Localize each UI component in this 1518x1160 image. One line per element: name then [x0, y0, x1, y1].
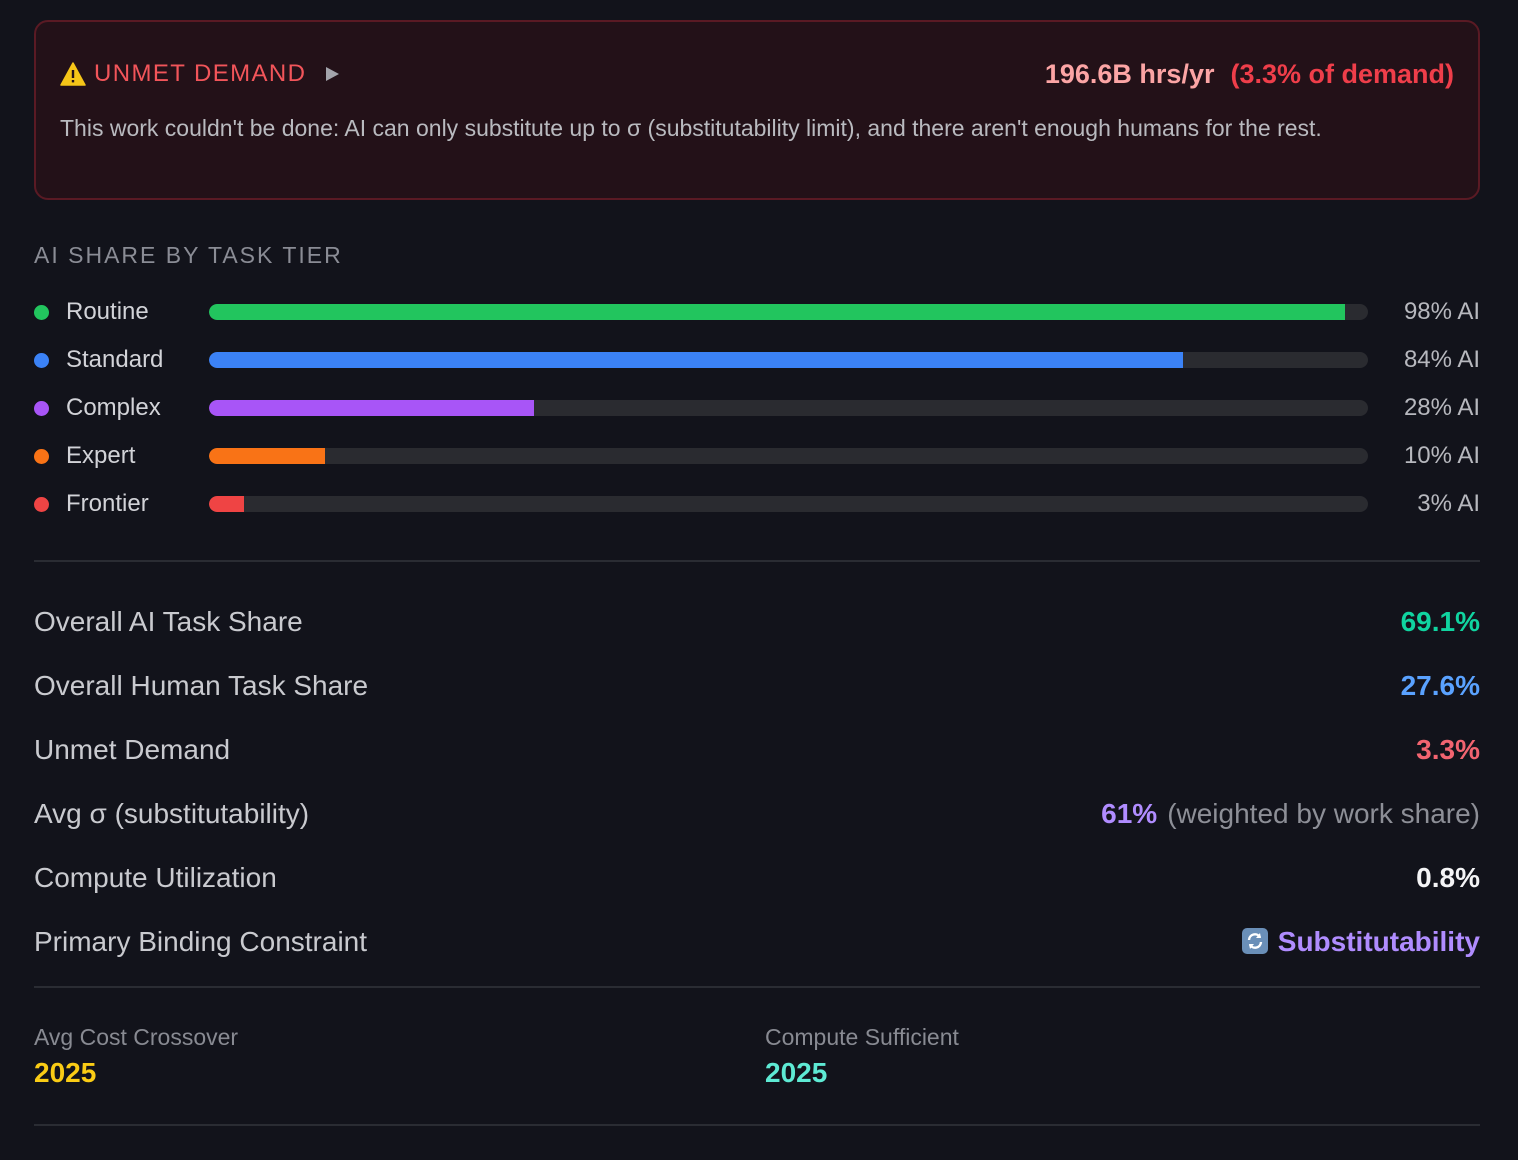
tier-dot [34, 352, 49, 368]
unmet-hours: 196.6B hrs/yr [1044, 58, 1215, 89]
tier-dot [34, 496, 49, 512]
stat-ai-task-share: Overall AI Task Share 69.1% [34, 602, 1480, 642]
stat-value-group: Substitutability [1241, 926, 1480, 958]
tier-bar-track [209, 448, 1368, 464]
divider [34, 560, 1480, 562]
unmet-demand-summary: 196.6B hrs/yr (3.3% of demand) [1045, 58, 1454, 90]
tier-percent: 28% AI [1403, 394, 1480, 421]
stat-compute-utilization: Compute Utilization 0.8% [34, 858, 1480, 898]
tier-row-routine: Routine 98% AI [34, 296, 1480, 328]
tier-row-frontier: Frontier 3% AI [34, 488, 1480, 520]
stat-label: Overall Human Task Share [34, 670, 369, 701]
unmet-demand-alert: UNMET DEMAND 196.6B hrs/yr (3.3% of dema… [34, 20, 1480, 200]
tier-percent: 84% AI [1403, 346, 1480, 373]
stat-unmet-demand: Unmet Demand 3.3% [34, 730, 1480, 770]
divider [34, 986, 1480, 988]
tier-row-standard: Standard 84% AI [34, 344, 1480, 376]
divider [34, 1124, 1480, 1126]
tier-row-expert: Expert 10% AI [34, 440, 1480, 472]
stat-label: Unmet Demand [34, 734, 231, 765]
tier-bar-fill [209, 448, 325, 464]
refresh-icon [1241, 928, 1268, 954]
stat-value: 3.3% [1416, 734, 1480, 765]
stat-label: Overall AI Task Share [34, 606, 303, 637]
tier-bar-fill [209, 304, 1345, 320]
section-title-ai-share: AI SHARE BY TASK TIER [34, 242, 343, 268]
tier-bar-track [209, 352, 1368, 368]
tier-bar-fill [209, 496, 244, 512]
tier-dot [34, 400, 49, 416]
stat-value: 69.1% [1400, 606, 1480, 637]
tier-label: Routine [66, 298, 149, 325]
tier-bar-fill [209, 400, 534, 416]
tier-percent: 98% AI [1403, 298, 1480, 325]
footer-label: Avg Cost Crossover [34, 1024, 239, 1050]
stat-value: 61% [1101, 798, 1158, 829]
tier-bar-track [209, 496, 1368, 512]
tier-label: Standard [66, 346, 164, 373]
tier-bar-track [209, 400, 1368, 416]
stat-label: Compute Utilization [34, 862, 277, 893]
unmet-percent: (3.3% of demand) [1230, 58, 1454, 89]
footer-value: 2025 [34, 1057, 97, 1088]
stat-value: 27.6% [1400, 670, 1480, 701]
compute-sufficient: Compute Sufficient 2025 [765, 1024, 959, 1089]
tier-percent: 3% AI [1417, 490, 1480, 517]
stat-label: Avg σ (substitutability) [34, 798, 310, 829]
unmet-demand-toggle[interactable]: UNMET DEMAND [60, 58, 340, 90]
stat-binding-constraint: Primary Binding Constraint Substitutabil… [34, 922, 1480, 962]
alert-title: UNMET DEMAND [94, 60, 307, 87]
tier-dot [34, 448, 49, 464]
tier-label: Frontier [66, 490, 149, 517]
stat-human-task-share: Overall Human Task Share 27.6% [34, 666, 1480, 706]
avg-cost-crossover: Avg Cost Crossover 2025 [34, 1024, 238, 1089]
tier-label: Expert [66, 442, 136, 469]
tier-row-complex: Complex 28% AI [34, 392, 1480, 424]
stat-value: 0.8% [1416, 862, 1480, 893]
expand-arrow-icon[interactable] [326, 67, 340, 81]
stat-label: Primary Binding Constraint [34, 926, 368, 957]
simulation-results-panel: UNMET DEMAND 196.6B hrs/yr (3.3% of dema… [34, 20, 1480, 1126]
footer-value: 2025 [765, 1057, 828, 1088]
tier-bar-track [209, 304, 1368, 320]
stat-value: Substitutability [1277, 926, 1480, 957]
tier-label: Complex [66, 394, 161, 421]
footer-label: Compute Sufficient [765, 1024, 959, 1050]
stat-avg-sigma: Avg σ (substitutability) 61% (weighted by… [34, 794, 1480, 834]
stat-note: (weighted by work share) [1167, 798, 1480, 829]
alert-description: This work couldn't be done: AI can only … [60, 115, 1322, 141]
tier-bar-fill [209, 352, 1183, 368]
tier-dot [34, 304, 49, 320]
stat-value-group: 61% (weighted by work share) [1101, 798, 1480, 830]
tier-percent: 10% AI [1403, 442, 1480, 469]
warning-icon [60, 62, 86, 86]
